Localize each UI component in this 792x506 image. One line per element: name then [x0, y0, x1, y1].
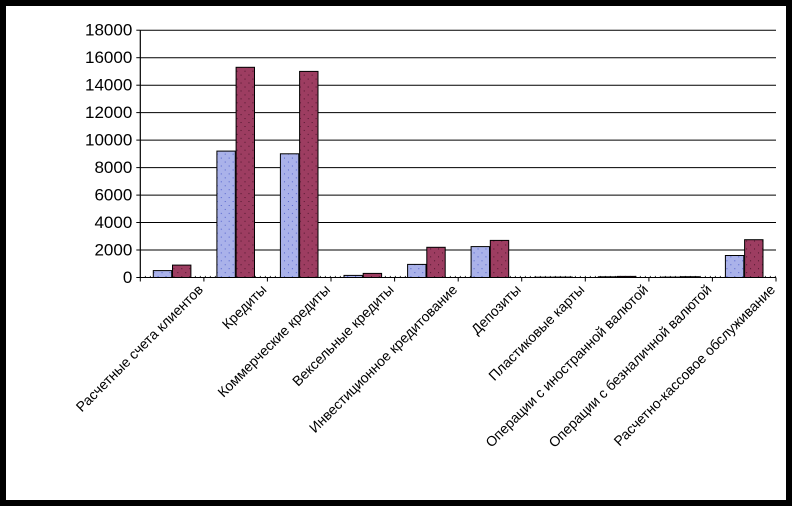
svg-text:12000: 12000	[85, 103, 132, 122]
svg-text:4000: 4000	[94, 213, 132, 232]
svg-text:6000: 6000	[94, 186, 132, 205]
svg-text:0: 0	[123, 268, 132, 287]
svg-text:Кредиты: Кредиты	[219, 281, 270, 332]
svg-text:14000: 14000	[85, 76, 132, 95]
svg-text:18000: 18000	[85, 21, 132, 40]
svg-text:16000: 16000	[85, 48, 132, 67]
svg-text:2000: 2000	[94, 241, 132, 260]
svg-text:Коммерческие кредиты: Коммерческие кредиты	[214, 281, 333, 400]
svg-text:8000: 8000	[94, 158, 132, 177]
svg-text:Расчетные счета клиентов: Расчетные счета клиентов	[73, 281, 206, 414]
svg-text:Депозиты: Депозиты	[468, 281, 524, 337]
svg-text:10000: 10000	[85, 131, 132, 150]
